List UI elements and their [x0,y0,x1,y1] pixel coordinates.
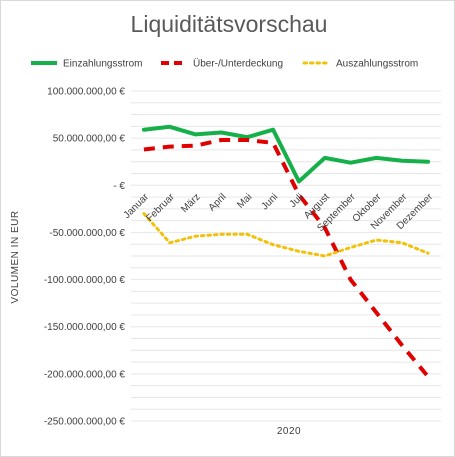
data-point [375,239,377,241]
data-point [143,148,145,150]
x-tick-label: Mai [235,192,254,211]
data-point [143,212,145,214]
data-point [194,133,196,135]
legend: Einzahlungsstrom Über-/Unterdeckung Auszah… [31,58,418,70]
data-point [246,139,248,141]
data-point [427,252,429,254]
gridlines [131,90,441,422]
data-point [169,126,171,128]
x-tick-label: Juli [288,192,306,210]
data-point [401,242,403,244]
data-point [220,131,222,133]
data-point [349,161,351,163]
y-tick-label: 100.000.000,00 € [47,87,125,98]
y-tick-label: -150.000.000,00 € [44,322,126,333]
data-point [401,160,403,162]
data-point [272,142,274,144]
y-tick-label: -250.000.000,00 € [44,417,126,428]
y-axis-ticks: 100.000.000,00 € 50.000.000,00 € - € -50.00… [44,87,126,428]
data-point [401,344,403,346]
data-point [169,145,171,147]
x-tick-label: April [207,192,229,214]
data-point [194,144,196,146]
data-point [324,255,326,257]
legend-label: Auszahlungsstrom [336,59,418,70]
x-tick-label: Februar [144,191,177,224]
y-tick-label: -200.000.000,00 € [44,369,126,380]
data-point [169,242,171,244]
x-tick-label: März [179,192,203,216]
series-line-2 [143,138,430,378]
x-axis-label: 2020 [277,426,301,437]
data-point [375,311,377,313]
data-point [349,246,351,248]
chart-title: Liquiditätsvorschau [131,11,328,37]
series-line-3 [142,212,430,258]
data-point [246,233,248,235]
data-point [272,243,274,245]
y-tick-label: -100.000.000,00 € [44,275,126,286]
data-point [324,157,326,159]
y-tick-label: -50.000.000,00 € [49,228,125,239]
data-point [220,139,222,141]
legend-label: Über-/Unterdeckung [193,58,283,70]
y-tick-label: 50.000.000,00 € [53,134,126,145]
data-point [272,128,274,130]
data-point [143,128,145,130]
data-point [220,233,222,235]
legend-label: Einzahlungsstrom [63,59,142,70]
series-line-1 [141,124,431,184]
data-point [375,157,377,159]
data-point [349,278,351,280]
data-point [298,180,300,182]
y-axis-label: VOLUMEN IN EUR [10,210,21,303]
series-lines [141,124,431,378]
data-point [194,235,196,237]
data-point [427,161,429,163]
y-tick-label: - € [113,181,125,192]
data-point [427,375,429,377]
data-point [298,250,300,252]
